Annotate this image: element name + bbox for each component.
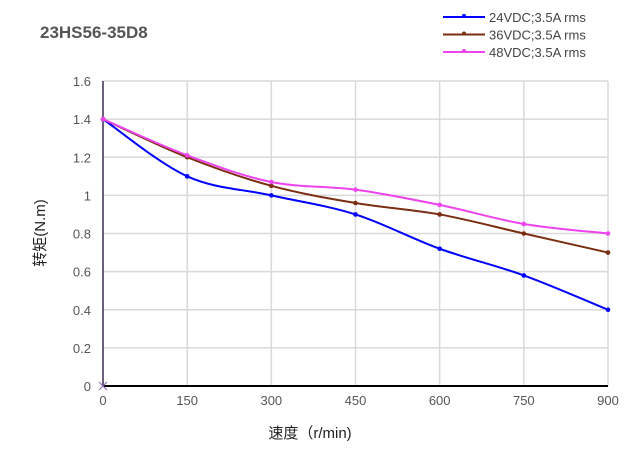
data-point (437, 246, 442, 252)
data-point (269, 183, 274, 189)
data-point (521, 231, 527, 236)
data-point (269, 179, 274, 185)
y-tick-label: 0.4 (73, 303, 91, 318)
y-tick-label: 1.6 (73, 74, 91, 89)
origin-marker (98, 381, 108, 391)
legend-label: 36VDC;3.5A rms (489, 28, 586, 43)
legend-marker (462, 49, 466, 53)
legend: 24VDC;3.5A rms 36VDC;3.5A rms 48VDC;3.5A r… (443, 10, 586, 60)
data-point (353, 212, 358, 217)
tick-labels: 0 0.2 0.4 0.6 0.8 1 1.2 1.4 1.6 0 150 300 450 600 750 9… (73, 74, 619, 408)
data-point (184, 174, 190, 179)
x-tick-label: 0 (99, 393, 106, 408)
series-lines (100, 116, 611, 313)
data-point (521, 221, 527, 227)
y-tick-label: 0 (84, 379, 91, 394)
legend-marker (462, 31, 466, 36)
data-point (100, 116, 106, 122)
x-tick-label: 300 (260, 393, 282, 408)
y-tick-label: 0.8 (73, 227, 91, 242)
y-tick-label: 1.4 (73, 112, 91, 127)
x-axis-label: 速度（r/min) (268, 425, 351, 442)
legend-label: 48VDC;3.5A rms (489, 45, 586, 60)
data-point (437, 212, 442, 217)
data-point (184, 153, 190, 158)
y-tick-label: 0.2 (73, 341, 91, 356)
data-point (605, 250, 611, 255)
y-tick-label: 1.2 (73, 150, 91, 165)
chart-title: 23HS56-35D8 (40, 23, 148, 42)
data-point (437, 202, 442, 208)
data-point (353, 187, 358, 192)
data-point (521, 273, 527, 278)
data-point (269, 193, 274, 198)
x-tick-label: 900 (597, 393, 619, 408)
x-tick-label: 750 (513, 393, 535, 408)
data-point (353, 200, 358, 206)
y-tick-label: 1 (84, 188, 91, 203)
y-axis-label: 转矩(N.m) (32, 199, 49, 267)
x-tick-label: 450 (345, 393, 367, 408)
x-tick-label: 600 (429, 393, 451, 408)
data-point (605, 307, 611, 313)
y-tick-label: 0.6 (73, 265, 91, 280)
legend-label: 24VDC;3.5A rms (489, 10, 586, 25)
legend-marker (462, 14, 466, 18)
data-point (605, 231, 611, 236)
x-tick-label: 150 (176, 393, 198, 408)
